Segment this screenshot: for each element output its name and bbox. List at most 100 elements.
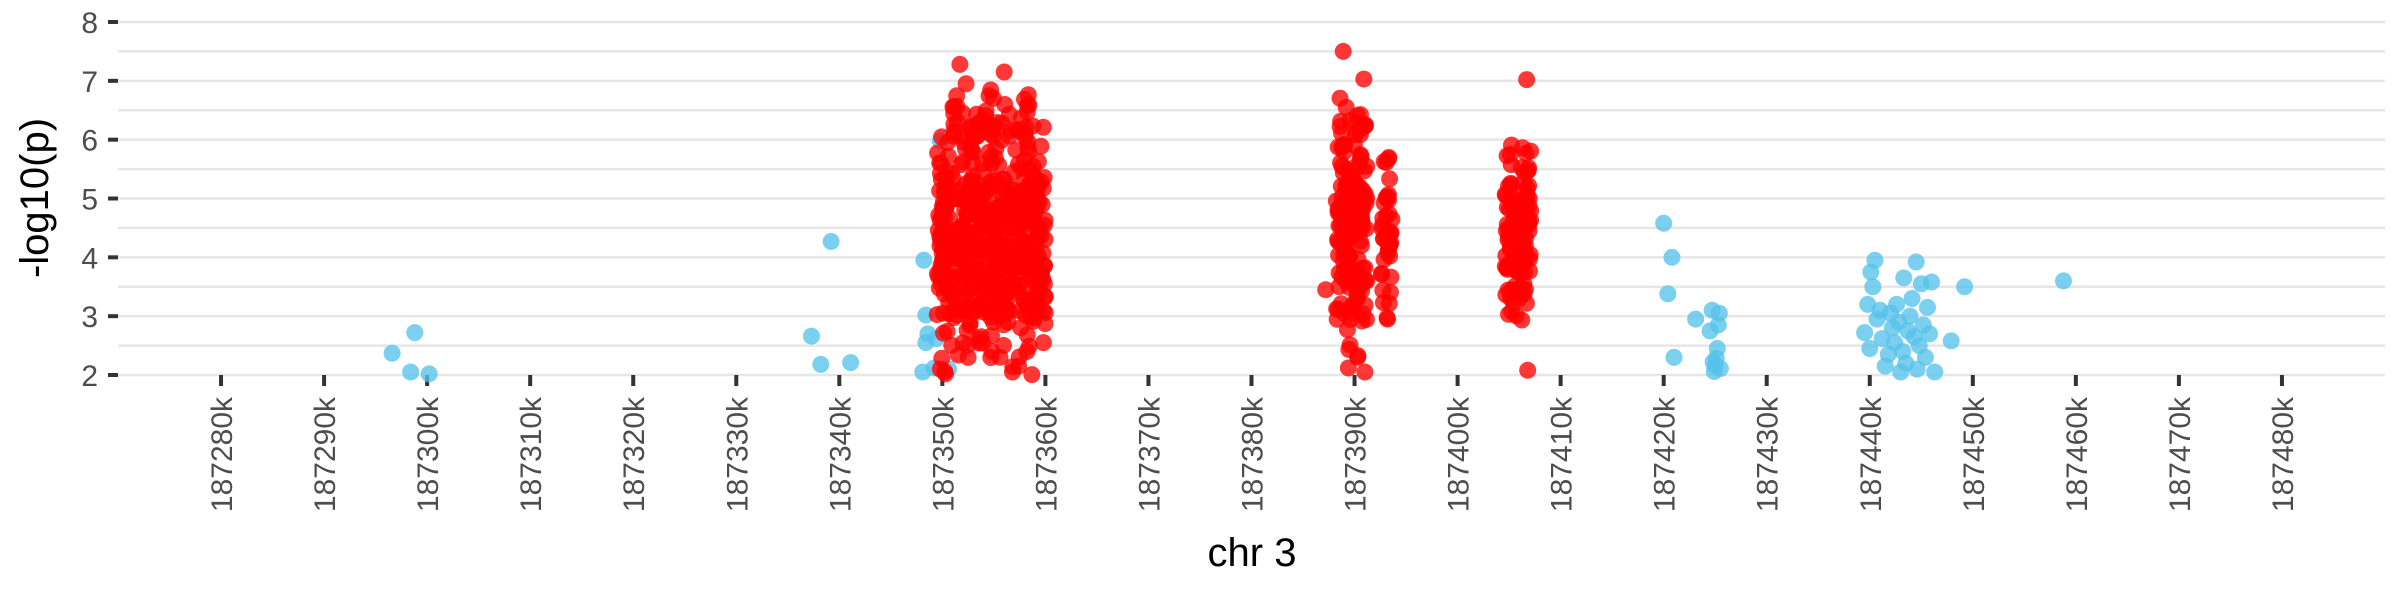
- data-point: [1015, 90, 1033, 108]
- data-point: [1375, 194, 1393, 212]
- data-point: [1002, 178, 1020, 196]
- data-point: [1901, 307, 1919, 325]
- data-point: [1356, 259, 1374, 277]
- x-tick-label: 187420k: [1649, 396, 1682, 512]
- y-tick-label: 3: [81, 301, 98, 334]
- data-point: [1916, 348, 1934, 366]
- data-point: [1374, 294, 1392, 312]
- data-point: [1331, 89, 1349, 107]
- data-point: [1659, 285, 1677, 303]
- data-point: [1687, 310, 1705, 328]
- data-point: [1004, 256, 1022, 274]
- data-point: [1017, 227, 1035, 245]
- data-point: [1024, 157, 1042, 175]
- x-tick-label: 187460k: [2061, 396, 2094, 512]
- data-point: [1020, 176, 1038, 194]
- data-point: [1023, 299, 1041, 317]
- data-point: [1522, 202, 1540, 220]
- data-point: [1338, 321, 1356, 339]
- data-point: [822, 232, 840, 250]
- y-tick-label: 5: [81, 184, 98, 217]
- data-point: [1888, 295, 1906, 313]
- data-point: [1520, 216, 1538, 234]
- data-point: [1665, 348, 1683, 366]
- data-point: [957, 193, 975, 211]
- x-tick-label: 187280k: [206, 396, 239, 512]
- data-point: [1356, 296, 1374, 314]
- data-point: [991, 283, 1009, 301]
- x-tick-label: 187450k: [1958, 396, 1991, 512]
- y-tick-label: 2: [81, 360, 98, 393]
- x-tick-label: 187440k: [1855, 396, 1888, 512]
- data-point: [1864, 278, 1882, 296]
- data-point: [1340, 247, 1358, 265]
- y-axis-title: -log10(p): [13, 118, 57, 278]
- data-point: [943, 283, 961, 301]
- data-point: [1663, 248, 1681, 266]
- x-tick-label: 187320k: [618, 396, 651, 512]
- data-point: [995, 336, 1013, 354]
- data-point: [976, 277, 994, 295]
- data-point: [993, 235, 1011, 253]
- data-point: [955, 302, 973, 320]
- x-tick-label: 187390k: [1340, 396, 1373, 512]
- data-point: [974, 303, 992, 321]
- data-point: [1356, 363, 1374, 381]
- data-point: [1866, 251, 1884, 269]
- data-point: [1379, 234, 1397, 252]
- data-point: [1024, 206, 1042, 224]
- data-point: [1513, 311, 1531, 329]
- y-tick-label: 4: [81, 242, 98, 275]
- data-point: [928, 306, 946, 324]
- data-point: [915, 251, 933, 269]
- data-point: [1355, 162, 1373, 180]
- data-point: [1352, 237, 1370, 255]
- data-point: [402, 363, 420, 381]
- data-point: [1708, 340, 1726, 358]
- data-point: [1036, 315, 1054, 333]
- data-point: [1907, 253, 1925, 271]
- data-point: [995, 63, 1013, 81]
- data-point: [2054, 272, 2072, 290]
- data-point: [1655, 214, 1673, 232]
- data-point: [948, 87, 966, 105]
- x-tick-label: 187480k: [2267, 396, 2300, 512]
- data-point: [1335, 304, 1353, 322]
- data-point: [943, 164, 961, 182]
- data-point: [1918, 298, 1936, 316]
- data-point: [933, 349, 951, 367]
- data-point: [1908, 360, 1926, 378]
- x-tick-label: 187340k: [824, 396, 857, 512]
- data-point: [1009, 282, 1027, 300]
- x-tick-label: 187360k: [1030, 396, 1063, 512]
- data-point: [982, 348, 1000, 366]
- data-point: [1923, 273, 1941, 291]
- x-tick-label: 187380k: [1237, 396, 1270, 512]
- data-point: [987, 140, 1005, 158]
- data-point: [1351, 146, 1369, 164]
- data-point: [957, 256, 975, 274]
- data-point: [1956, 278, 1974, 296]
- data-point: [935, 324, 953, 342]
- data-point: [929, 144, 947, 162]
- data-point: [1036, 230, 1054, 248]
- x-tick-label: 187410k: [1546, 396, 1579, 512]
- data-point: [1499, 177, 1517, 195]
- data-point: [999, 313, 1017, 331]
- x-tick-label: 187290k: [309, 396, 342, 512]
- data-point: [1502, 136, 1520, 154]
- y-tick-label: 6: [81, 125, 98, 158]
- x-tick-label: 187330k: [721, 396, 754, 512]
- data-point: [1032, 137, 1050, 155]
- data-point: [1334, 42, 1352, 60]
- data-point: [1332, 154, 1350, 172]
- data-point: [1338, 267, 1356, 285]
- data-point: [1355, 70, 1373, 88]
- data-point: [802, 327, 820, 345]
- data-point: [1711, 360, 1729, 378]
- data-point: [982, 327, 1000, 345]
- data-point: [929, 221, 947, 239]
- data-point: [1356, 271, 1374, 289]
- x-axis: 187280k 187290k 187300k 187310k 187320k 18733…: [206, 375, 2300, 512]
- y-axis: 2 3 4 5 6 7 8: [81, 7, 118, 393]
